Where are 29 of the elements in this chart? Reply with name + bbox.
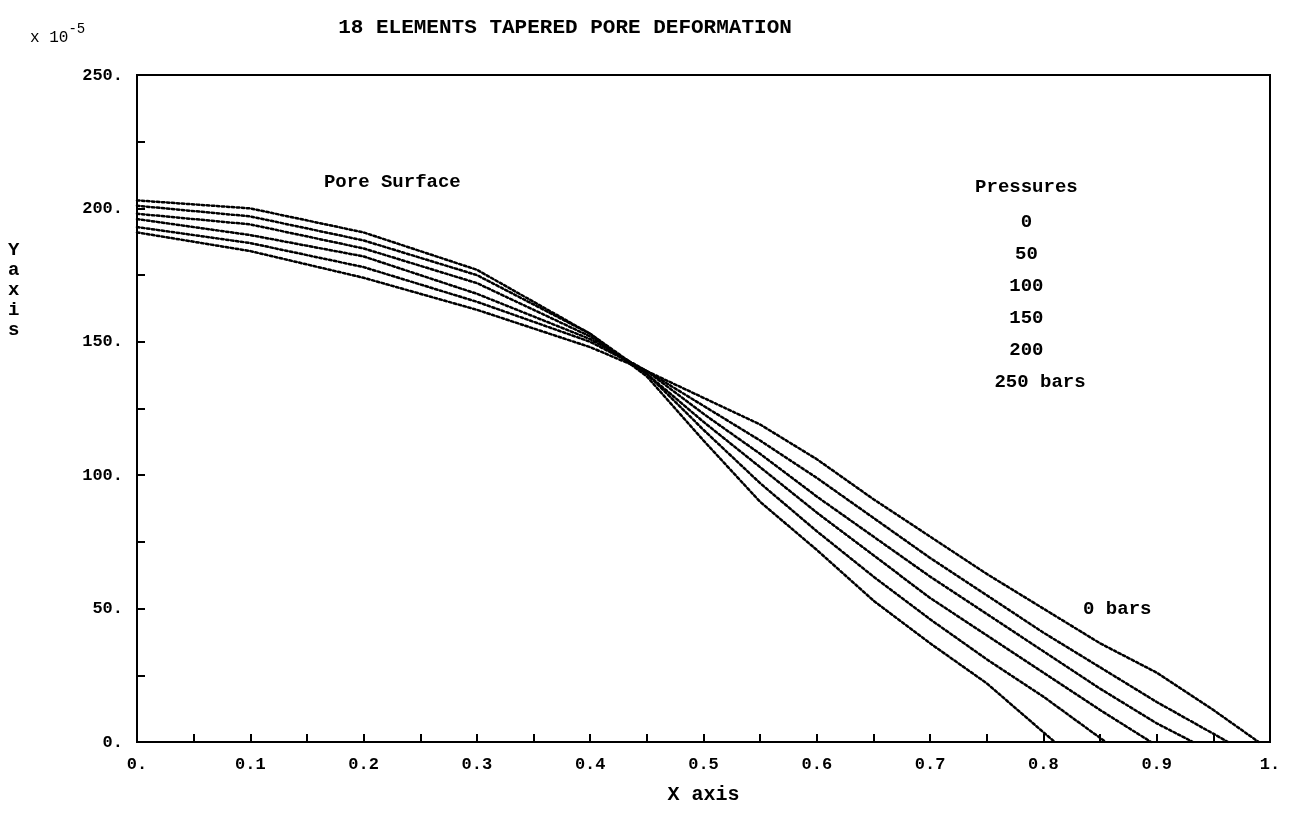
chart-title: 18 ELEMENTS TAPERED PORE DEFORMATION	[338, 16, 792, 39]
annotation: 100	[1009, 274, 1044, 297]
annotation: Pore Surface	[323, 170, 461, 193]
annotation: 150	[1009, 306, 1044, 329]
y-tick-label: 100.	[82, 465, 123, 485]
x-tick-label: 0.2	[348, 755, 379, 774]
x-tick-label: 0.1	[235, 755, 266, 774]
y-tick-label: 150.	[82, 332, 123, 352]
y-tick-label: 250.	[82, 65, 123, 85]
x-tick-label: 0.6	[801, 755, 833, 774]
x-tick-label: 1.	[1259, 755, 1281, 774]
x-tick-label: 0.8	[1028, 755, 1059, 774]
x-tick-label: 0.7	[914, 755, 946, 774]
annotation: 50	[1015, 242, 1038, 265]
x-axis-title: X axis	[667, 782, 740, 806]
x-tick-label: 0.4	[574, 755, 606, 774]
x-tick-label: 0.5	[688, 755, 719, 774]
x-tick-label: 0.3	[461, 755, 493, 774]
y-tick-label: 200.	[82, 198, 123, 218]
annotation: Pressures	[975, 176, 1078, 199]
annotation: 250 bars	[994, 370, 1086, 393]
annotation: 0	[1020, 210, 1033, 233]
x-tick-label: 0.	[126, 755, 148, 774]
x-tick-label: 0.9	[1141, 755, 1172, 774]
y-tick-label: 0.	[102, 732, 123, 752]
annotation: 0 bars	[1083, 597, 1152, 620]
annotation: 200	[1009, 338, 1044, 361]
y-axis-title: Y axis	[8, 239, 20, 341]
y-tick-label: 50.	[92, 599, 123, 619]
